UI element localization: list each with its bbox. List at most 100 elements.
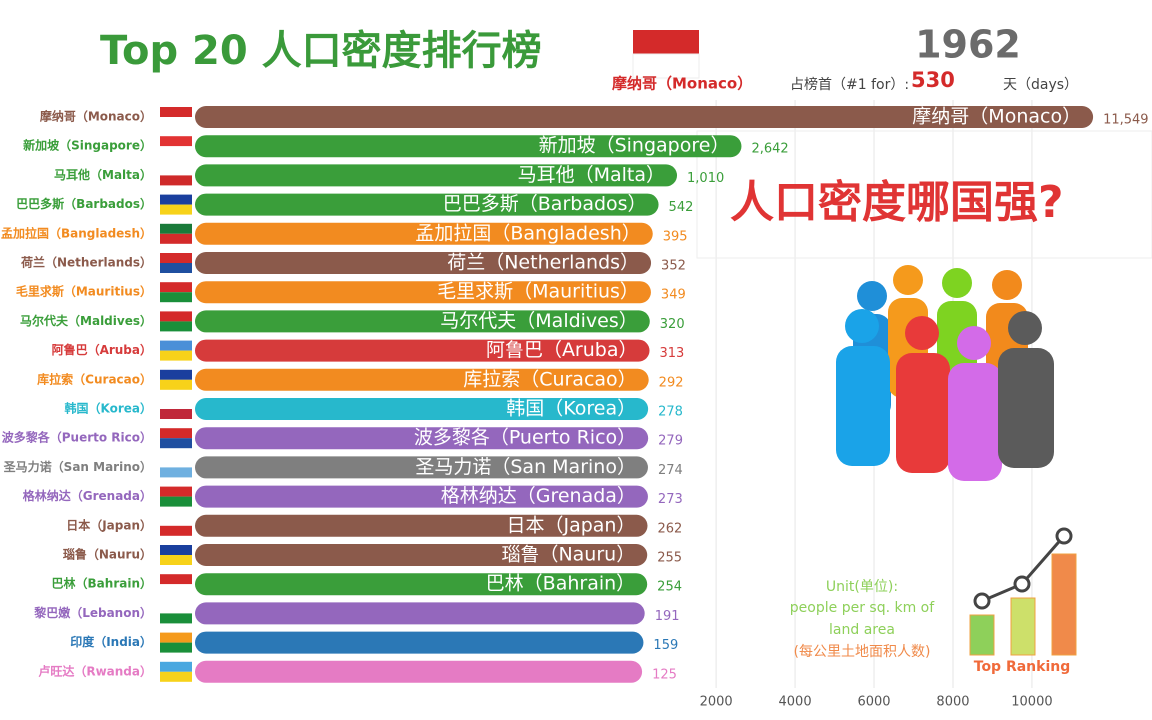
- value-label: 278: [658, 405, 683, 420]
- bars: 摩纳哥（Monaco） 摩纳哥（Monaco） 11,549 新加坡（Singapor…: [1, 106, 1149, 683]
- flag: [160, 642, 192, 653]
- bar: [195, 193, 659, 216]
- flag: [160, 311, 192, 322]
- flag: [160, 613, 192, 624]
- x-tick-label: 8000: [936, 695, 969, 710]
- y-tick-label: 黎巴嫩（Lebanon）: [34, 605, 152, 620]
- flag: [160, 292, 192, 303]
- y-tick-label: 孟加拉国（Bangladesh）: [1, 225, 152, 240]
- person-body: [998, 348, 1054, 468]
- flag: [160, 194, 192, 205]
- bar: [195, 310, 650, 333]
- x-tick-label: 10000: [1011, 695, 1052, 710]
- value-label: 320: [660, 317, 685, 332]
- bar-label: 新加坡（Singapore）: [539, 135, 730, 157]
- person-head: [942, 268, 972, 298]
- headline: 人口密度哪国强?: [730, 177, 1064, 228]
- y-tick-label: 马尔代夫（Maldives）: [20, 313, 152, 328]
- badge-bar: [1051, 553, 1077, 656]
- leader-days: 530: [911, 68, 955, 92]
- year: 1962: [915, 23, 1021, 67]
- leader-unit: 天（days）: [1003, 77, 1078, 93]
- flag: [160, 165, 192, 176]
- value-label: 279: [658, 434, 683, 449]
- bar-label: 摩纳哥（Monaco）: [912, 106, 1081, 128]
- flag: [160, 223, 192, 234]
- people-illustration: [836, 265, 1054, 481]
- unit-note: land area: [829, 622, 895, 638]
- person-body: [896, 353, 950, 473]
- bar: [195, 485, 648, 508]
- x-tick-label: 6000: [857, 695, 890, 710]
- flag: [160, 350, 192, 361]
- flag-white: [632, 53, 700, 79]
- unit-note: Unit(单位):: [826, 579, 898, 595]
- y-tick-label: 印度（India）: [70, 634, 152, 649]
- flag: [160, 321, 192, 332]
- y-tick-label: 格林纳达（Grenada）: [23, 488, 152, 503]
- bar: [195, 631, 644, 654]
- y-tick-label: 瑙鲁（Nauru）: [63, 547, 152, 562]
- flag: [160, 574, 192, 585]
- badge-bar: [1010, 597, 1036, 656]
- person-head: [957, 326, 991, 360]
- bar: [195, 456, 648, 479]
- bar-label: 格林纳达（Grenada）: [441, 485, 636, 507]
- flag: [160, 632, 192, 643]
- flag: [160, 603, 192, 614]
- bar: [195, 544, 648, 566]
- bar: [195, 368, 649, 391]
- leader-flag: [632, 30, 700, 79]
- value-label: 11,549: [1103, 113, 1149, 128]
- badge-label: Top Ranking: [974, 659, 1071, 675]
- value-label: 125: [652, 667, 677, 682]
- y-tick-label: 卢旺达（Rwanda）: [38, 663, 152, 678]
- bar-label: 圣马力诺（San Marino）: [415, 456, 636, 478]
- y-tick-label: 巴巴多斯（Barbados）: [16, 196, 152, 211]
- bar: [195, 339, 650, 362]
- bar-label: 荷兰（Netherlands）: [447, 252, 639, 274]
- bar-label: 日本（Japan）: [506, 514, 635, 536]
- value-label: 313: [660, 346, 685, 361]
- person-body: [836, 346, 890, 466]
- value-label: 542: [669, 200, 694, 215]
- flag: [160, 467, 192, 478]
- value-label: 395: [663, 229, 688, 244]
- flag: [160, 438, 192, 449]
- flag: [160, 369, 192, 380]
- flag-red: [633, 30, 699, 54]
- bar-label: 阿鲁巴（Aruba）: [486, 339, 638, 361]
- flag: [160, 146, 192, 157]
- value-label: 2,642: [751, 142, 788, 157]
- y-tick-label: 韩国（Korea）: [65, 401, 153, 416]
- flag: [160, 661, 192, 672]
- bar: [195, 427, 649, 450]
- person-body: [948, 363, 1002, 481]
- bar-label: 马尔代夫（Maldives）: [440, 310, 638, 332]
- bar-label: 波多黎各（Puerto Rico）: [414, 427, 636, 449]
- value-label: 352: [661, 259, 686, 274]
- value-label: 292: [659, 375, 684, 390]
- bar: [195, 222, 653, 245]
- y-tick-label: 日本（Japan）: [66, 517, 152, 532]
- value-label: 254: [657, 580, 682, 595]
- y-tick-label: 巴林（Bahrain）: [52, 576, 152, 591]
- flag: [160, 253, 192, 263]
- y-tick-label: 摩纳哥（Monaco）: [40, 109, 152, 124]
- badge-dot: [973, 592, 991, 610]
- flag: [160, 555, 192, 565]
- flag: [160, 671, 192, 682]
- bar: [195, 602, 645, 625]
- y-tick-label: 库拉索（Curacao）: [37, 371, 152, 386]
- flag: [160, 457, 192, 468]
- value-label: 1,010: [687, 171, 724, 186]
- value-label: 274: [658, 463, 683, 478]
- person-head: [992, 270, 1022, 300]
- value-label: 191: [655, 609, 680, 624]
- flag: [160, 117, 192, 127]
- bar-label: 韩国（Korea）: [506, 398, 636, 420]
- flag: [160, 107, 192, 117]
- value-label: 349: [661, 288, 686, 303]
- flag: [160, 379, 192, 390]
